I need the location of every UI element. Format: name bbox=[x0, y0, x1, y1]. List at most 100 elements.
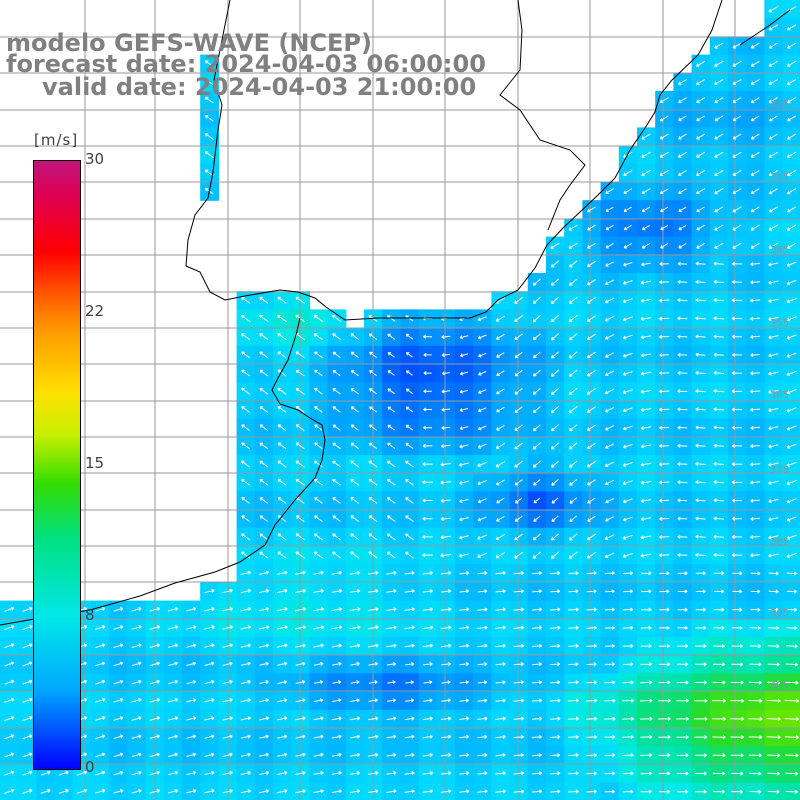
wind-arrow bbox=[186, 607, 197, 612]
wind-arrow bbox=[677, 334, 688, 339]
wind-arrow bbox=[786, 261, 797, 267]
wind-arrow bbox=[622, 443, 633, 449]
wind-arrow bbox=[277, 734, 288, 739]
wind-arrow bbox=[22, 788, 33, 794]
wind-arrow bbox=[259, 515, 268, 522]
wind-arrow bbox=[513, 716, 525, 721]
wind-arrow bbox=[149, 716, 160, 721]
wind-arrow bbox=[422, 789, 434, 794]
wind-arrow bbox=[713, 571, 725, 576]
wind-arrow bbox=[677, 534, 688, 539]
wind-arrow bbox=[550, 662, 561, 667]
wind-arrow bbox=[22, 606, 33, 612]
wind-arrow bbox=[496, 424, 505, 431]
wind-arrow bbox=[350, 515, 360, 523]
wind-arrow bbox=[369, 406, 377, 413]
wind-arrow bbox=[750, 516, 761, 521]
wind-arrow bbox=[659, 280, 670, 285]
wind-arrow bbox=[768, 97, 778, 104]
wind-arrow bbox=[785, 771, 799, 776]
wind-arrow bbox=[658, 698, 671, 703]
wind-arrow bbox=[659, 316, 670, 321]
coastline-estuary bbox=[185, 79, 327, 308]
wind-arrow bbox=[713, 334, 724, 339]
wind-arrow bbox=[659, 352, 670, 358]
wind-arrow bbox=[676, 753, 689, 758]
wind-arrow bbox=[639, 716, 653, 721]
wind-arrow bbox=[204, 60, 214, 68]
wind-arrow bbox=[4, 752, 15, 758]
wind-arrow bbox=[659, 188, 669, 194]
wind-arrow bbox=[294, 625, 306, 630]
wind-arrow bbox=[459, 480, 469, 485]
wind-arrow bbox=[259, 497, 268, 504]
wind-arrow bbox=[568, 643, 579, 648]
wind-arrow bbox=[748, 753, 762, 758]
wind-arrow bbox=[531, 771, 543, 776]
wind-arrow bbox=[332, 680, 342, 685]
wind-arrow bbox=[713, 352, 724, 357]
wind-arrow bbox=[568, 460, 578, 468]
wind-arrow bbox=[332, 442, 341, 450]
wind-arrow bbox=[550, 589, 561, 594]
wind-arrow bbox=[786, 206, 797, 213]
wind-arrow bbox=[750, 206, 760, 213]
wind-arrow bbox=[750, 133, 760, 140]
wind-arrow bbox=[314, 497, 323, 504]
wind-arrow bbox=[604, 680, 616, 685]
wind-arrow bbox=[405, 680, 414, 685]
wind-arrow bbox=[714, 60, 724, 67]
wind-arrow bbox=[732, 115, 742, 122]
wind-arrow bbox=[586, 734, 598, 740]
wind-arrow bbox=[241, 533, 251, 541]
wind-arrow bbox=[295, 770, 306, 775]
wind-arrow bbox=[605, 498, 615, 504]
wind-arrow bbox=[149, 679, 160, 685]
wind-arrow bbox=[513, 771, 525, 776]
wind-arrow bbox=[332, 370, 341, 377]
wind-arrow bbox=[568, 571, 579, 576]
wind-arrow bbox=[660, 243, 669, 249]
wind-arrow bbox=[277, 497, 287, 504]
wind-arrow bbox=[785, 644, 798, 649]
wind-arrow bbox=[696, 60, 706, 67]
wind-arrow bbox=[622, 407, 633, 413]
wind-arrow bbox=[568, 260, 578, 268]
wind-arrow bbox=[731, 480, 743, 485]
wind-arrow bbox=[732, 133, 742, 140]
wind-arrow bbox=[131, 734, 142, 739]
wind-arrow bbox=[241, 515, 250, 522]
right-edge-label: 375 bbox=[770, 465, 790, 476]
wind-arrow bbox=[350, 442, 360, 450]
wind-arrow bbox=[422, 553, 433, 558]
wind-arrow bbox=[313, 716, 324, 721]
wind-arrow bbox=[386, 497, 396, 504]
wind-arrow bbox=[513, 625, 525, 630]
wind-arrow bbox=[658, 389, 670, 394]
wind-arrow bbox=[295, 533, 305, 541]
wind-arrow bbox=[313, 752, 324, 757]
wind-arrow bbox=[750, 42, 760, 49]
right-edge-label: 345 bbox=[770, 245, 790, 256]
wind-arrow bbox=[677, 516, 688, 521]
wind-arrow bbox=[713, 316, 725, 321]
wind-arrow bbox=[640, 680, 653, 685]
wind-arrow bbox=[731, 443, 743, 448]
wind-arrow bbox=[368, 661, 379, 666]
wind-arrow bbox=[350, 351, 359, 359]
wind-arrow bbox=[640, 771, 653, 776]
wind-arrow bbox=[204, 752, 215, 757]
wind-arrow bbox=[40, 788, 51, 794]
wind-arrow bbox=[531, 698, 543, 703]
wind-arrow bbox=[404, 607, 415, 612]
wind-arrow bbox=[551, 369, 560, 377]
wind-arrow bbox=[568, 753, 579, 758]
wind-arrow bbox=[277, 314, 287, 323]
wind-arrow bbox=[532, 333, 541, 341]
wind-arrow bbox=[186, 716, 197, 721]
wind-arrow bbox=[149, 734, 160, 739]
wind-arrow bbox=[766, 753, 781, 758]
wind-arrow bbox=[568, 242, 578, 249]
wind-arrow bbox=[731, 334, 743, 339]
wind-arrow bbox=[387, 352, 395, 358]
